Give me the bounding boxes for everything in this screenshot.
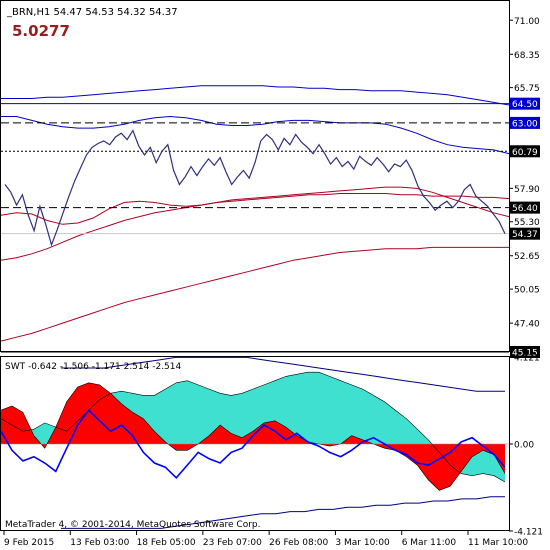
sub-y-tick-label: -4.121 [514,528,543,538]
upper-band-line [1,85,510,106]
level-label: 54.37 [512,230,538,240]
upper-envelope [61,356,505,392]
big-value-label: 5.0277 [12,22,70,40]
sub-y-tick-label: 0.00 [514,441,534,451]
level-label-box [510,346,540,358]
trend-low-line [0,246,509,342]
x-tick-label: 9 Feb 2015 [4,538,54,548]
level-label: 63.00 [512,119,538,129]
indicator-title: SWT -0.642 -1.506 -1.171 2.514 -2.514 [5,362,182,372]
y-tick-label: 71.00 [514,17,540,27]
x-tick-label: 13 Feb 03:00 [70,538,129,548]
x-tick-label: 3 Mar 10:00 [335,538,390,548]
x-tick-label: 11 Mar 10:00 [468,538,528,548]
sub-y-tick-label: 4.121 [514,354,540,364]
x-tick-label: 18 Feb 05:00 [137,538,196,548]
x-tick-label: 23 Feb 07:00 [203,538,262,548]
indicator-layer [0,356,509,529]
y-tick-label: 47.40 [514,320,540,330]
y-tick-label: 50.05 [514,286,540,296]
price-line [4,129,506,247]
x-tick-label: 6 Mar 11:00 [402,538,457,548]
copyright-label: MetaTrader 4, © 2001-2014, MetaQuotes So… [5,520,261,530]
level-label-box [510,116,540,129]
y-tick-label: 52.65 [514,252,540,262]
level-label-box [510,201,540,214]
main-chart-layer [0,85,510,353]
positive-area [1,372,505,482]
positive-area-outline [0,371,506,483]
mid-upper-line [1,115,510,155]
level-label: 45.15 [512,349,538,359]
negative-area-outline [0,382,506,491]
level-label-box [510,227,540,240]
y-tick-label: 57.90 [514,185,540,195]
level-label-box [510,97,540,110]
level-label: 64.50 [512,100,538,110]
lower-envelope [61,496,505,529]
y-tick-label: 65.75 [514,84,540,94]
level-label: 60.79 [512,148,538,158]
x-tick-label: 26 Feb 08:00 [269,538,328,548]
mid-lower-line [0,186,510,225]
level-label-box [510,145,540,158]
axis-layer: 71.00 68.35 65.75 57.90 55.30 52.65 50.05 47.40… [3,17,543,548]
main-chart-panel[interactable] [0,0,510,352]
signal-line [0,408,506,479]
y-tick-label: 68.35 [514,51,540,61]
y-tick-label: 55.30 [514,218,540,228]
symbol-info-label: _BRN,H1 54.47 54.53 54.32 54.37 [6,7,178,18]
level-label: 56.40 [512,204,538,214]
